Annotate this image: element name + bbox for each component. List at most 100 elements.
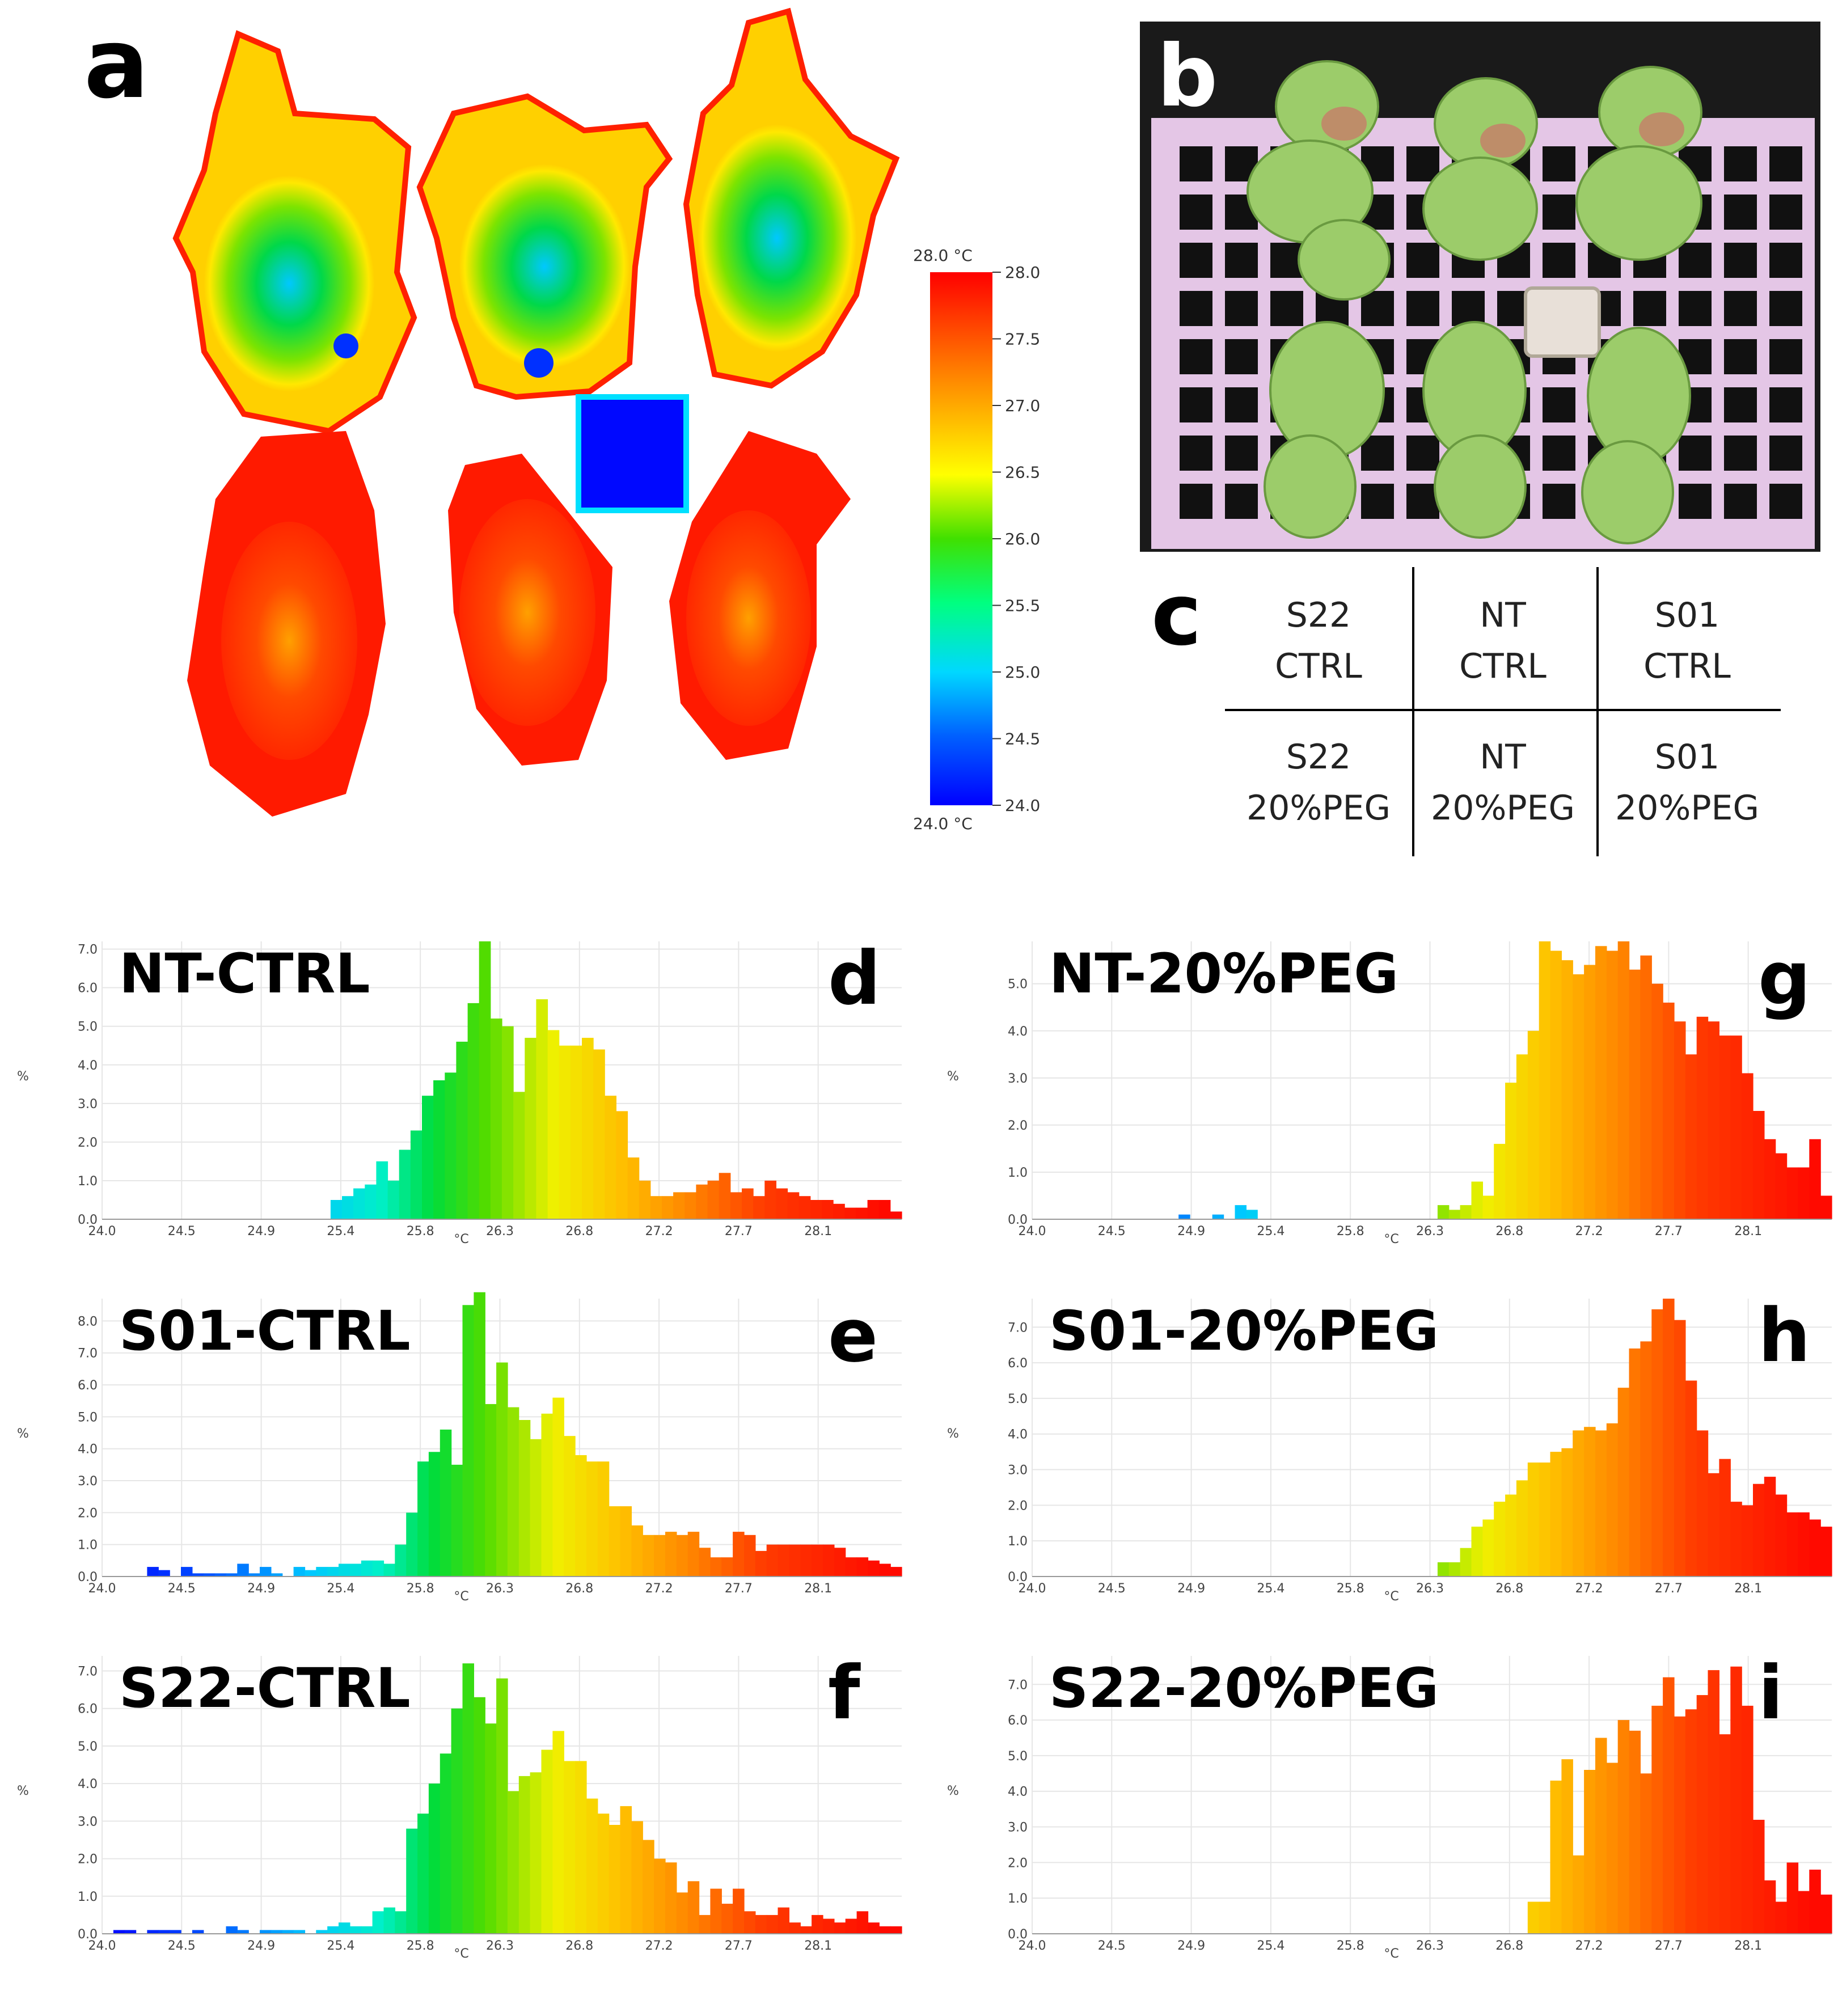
tray-hole bbox=[1225, 484, 1258, 519]
histogram-g: 24.0 24.5 24.9 25.4 25.8 26.3 26.8 27.2 27.7 28.1… bbox=[947, 935, 1832, 1246]
thermal-plant-bottom-middle bbox=[448, 454, 612, 766]
histogram-bar bbox=[237, 1563, 249, 1577]
histogram-bar bbox=[699, 1914, 711, 1934]
histogram-bar bbox=[248, 1573, 260, 1577]
x-tick-label: 26.8 bbox=[565, 1224, 593, 1239]
x-tick-label: 27.2 bbox=[1575, 1939, 1603, 1953]
histogram-bar bbox=[1798, 1512, 1810, 1577]
histogram-bar bbox=[147, 1567, 159, 1577]
y-tick-label: 0.0 bbox=[78, 1213, 98, 1227]
y-tick-label: 2.0 bbox=[1008, 1499, 1028, 1513]
y-axis-label: % bbox=[17, 1070, 29, 1084]
histogram-bar bbox=[342, 1196, 354, 1219]
tray-hole bbox=[1724, 243, 1757, 278]
x-tick-label: 24.0 bbox=[1019, 1582, 1046, 1596]
histogram-bar bbox=[1527, 1030, 1540, 1219]
y-tick-label: 5.0 bbox=[1008, 1392, 1028, 1406]
x-tick-label: 27.7 bbox=[1655, 1939, 1683, 1953]
histogram-bar bbox=[1753, 1111, 1765, 1219]
x-tick-label: 25.8 bbox=[407, 1224, 434, 1239]
histogram-bar bbox=[564, 1436, 576, 1577]
histogram-bar bbox=[1775, 1901, 1788, 1934]
x-tick-label: 24.5 bbox=[168, 1224, 196, 1239]
histogram-bar bbox=[685, 1192, 696, 1219]
histogram-bar bbox=[428, 1783, 441, 1934]
histogram-bar bbox=[778, 1544, 789, 1577]
histogram-bar bbox=[766, 1914, 779, 1934]
histogram-bar bbox=[676, 1535, 688, 1577]
tray-hole bbox=[1225, 291, 1258, 326]
histogram-bar bbox=[1719, 1036, 1731, 1219]
histogram-bar bbox=[422, 1096, 434, 1219]
y-tick-label: 3.0 bbox=[1008, 1821, 1028, 1835]
histogram-bar bbox=[260, 1930, 272, 1934]
y-tick-label: 7.0 bbox=[1008, 1678, 1028, 1692]
histogram-bar bbox=[1595, 946, 1607, 1219]
histogram-bar bbox=[834, 1548, 846, 1577]
table-cell: S01 20%PEG bbox=[1615, 737, 1759, 828]
histogram-bar bbox=[1809, 1519, 1821, 1577]
histogram-bar bbox=[293, 1930, 306, 1934]
x-tick-label: 26.8 bbox=[1495, 1224, 1523, 1239]
histogram-bar bbox=[395, 1544, 407, 1577]
tray-hole bbox=[1724, 484, 1757, 519]
colorbar-tick-label: 27.5 bbox=[1005, 330, 1040, 349]
x-tick-label: 24.0 bbox=[88, 1939, 116, 1953]
tray-hole bbox=[1724, 339, 1757, 374]
thermal-plant-top-left bbox=[172, 30, 417, 434]
y-tick-label: 5.0 bbox=[78, 1410, 98, 1425]
histogram-bar bbox=[1437, 1562, 1450, 1577]
histogram-bar bbox=[1820, 1894, 1832, 1934]
histogram-bar bbox=[1640, 1341, 1652, 1577]
histogram-bar bbox=[518, 1420, 531, 1577]
y-tick-label: 1.0 bbox=[1008, 1892, 1028, 1906]
x-tick-label: 27.7 bbox=[725, 1939, 753, 1953]
histogram-bar bbox=[490, 1018, 502, 1219]
tray-hole bbox=[1769, 339, 1802, 374]
x-tick-label: 24.5 bbox=[1098, 1939, 1126, 1953]
x-tick-label: 24.9 bbox=[247, 1224, 275, 1239]
histogram-bar bbox=[654, 1535, 666, 1577]
histogram-bar bbox=[856, 1557, 869, 1577]
histogram-bar bbox=[662, 1196, 674, 1219]
histogram-bar bbox=[798, 1196, 811, 1219]
tray-hole bbox=[1180, 339, 1212, 374]
histogram-bar bbox=[1730, 1666, 1742, 1934]
histogram-bar bbox=[1640, 1773, 1652, 1934]
histogram-bar bbox=[845, 1557, 857, 1577]
table-cell: S22 20%PEG bbox=[1247, 737, 1391, 828]
panel-label-b: b bbox=[1157, 27, 1218, 126]
histogram-bar bbox=[1764, 1139, 1776, 1219]
histogram-bar bbox=[823, 1544, 835, 1577]
tray-hole bbox=[1543, 484, 1575, 519]
colorbar-tick-label: 26.5 bbox=[1005, 463, 1040, 482]
histogram-bar bbox=[1539, 1463, 1551, 1577]
histogram-bar bbox=[868, 1560, 880, 1577]
y-tick-label: 3.0 bbox=[1008, 1464, 1028, 1478]
x-tick-label: 26.8 bbox=[565, 1939, 593, 1953]
histogram-bar bbox=[650, 1196, 662, 1219]
histogram-bar bbox=[1550, 1452, 1562, 1577]
layout-table: S22 CTRL NT CTRL S01 CTRL S22 20%PEG NT 20%PE… bbox=[1225, 567, 1781, 856]
y-tick-label: 4.0 bbox=[78, 1777, 98, 1791]
thermal-plant-top-middle bbox=[416, 93, 673, 400]
histogram-bar bbox=[260, 1567, 272, 1577]
histogram-bar bbox=[406, 1512, 418, 1577]
histogram-bar bbox=[844, 1207, 856, 1219]
x-tick-label: 24.0 bbox=[88, 1582, 116, 1596]
y-axis-label: % bbox=[17, 1427, 29, 1441]
tray-hole bbox=[1180, 484, 1212, 519]
colorbar-tick-label: 27.0 bbox=[1005, 396, 1040, 415]
histogram-bar bbox=[631, 1525, 643, 1577]
histogram-bar bbox=[1809, 1139, 1821, 1219]
plant-photo bbox=[1140, 22, 1820, 552]
histogram-bar bbox=[1663, 1003, 1675, 1219]
histogram-bar bbox=[1696, 1695, 1709, 1934]
histogram-bar bbox=[365, 1184, 377, 1220]
tray-hole bbox=[1180, 243, 1212, 278]
histogram-bar bbox=[541, 1413, 553, 1577]
x-tick-label: 25.4 bbox=[1257, 1224, 1285, 1239]
x-tick-label: 26.3 bbox=[486, 1939, 514, 1953]
x-tick-label: 27.7 bbox=[725, 1582, 753, 1596]
histogram-bar bbox=[552, 1397, 564, 1577]
